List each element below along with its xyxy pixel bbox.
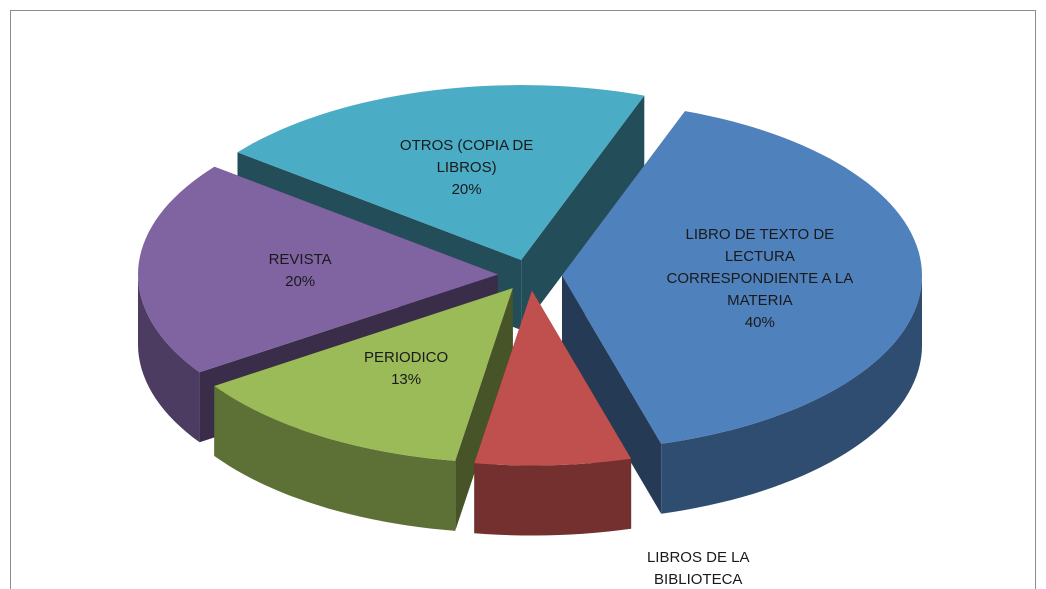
slice-top — [237, 85, 645, 260]
pie-slice — [214, 288, 513, 531]
slice-side — [138, 274, 200, 443]
slice-top — [562, 111, 922, 444]
data-label: PERIODICO 13% — [338, 347, 474, 391]
category-label: REVISTA — [268, 251, 332, 269]
category-label: LIBROS DE LA BIBLIOTECA — [646, 549, 750, 589]
category-label: OTROS (COPIA DE LIBROS) — [399, 136, 534, 176]
slice-top — [138, 166, 498, 373]
slice-top — [214, 288, 513, 461]
value-label: 20% — [285, 273, 316, 291]
category-label: PERIODICO — [363, 349, 449, 367]
slice-radial-face — [521, 95, 645, 330]
slice-side — [661, 275, 922, 514]
slice-radial-face — [562, 275, 662, 514]
value-label: 13% — [391, 371, 422, 389]
data-label: REVISTA 20% — [225, 249, 375, 293]
slice-side — [474, 458, 632, 536]
data-label: OTROS (COPIA DE LIBROS) 20% — [392, 135, 542, 201]
pie-slice — [562, 111, 922, 514]
pie-slice — [474, 290, 632, 536]
data-label: LIBRO DE TEXTO DE LECTURA CORRESPONDIENT… — [665, 224, 855, 334]
slice-side — [214, 386, 456, 531]
value-label: 20% — [451, 180, 482, 198]
slice-top — [474, 290, 632, 466]
data-label: LIBROS DE LA BIBLIOTECA7% — [636, 547, 760, 589]
value-label: 40% — [744, 313, 775, 331]
category-label: LIBRO DE TEXTO DE LECTURA CORRESPONDIENT… — [666, 225, 854, 309]
